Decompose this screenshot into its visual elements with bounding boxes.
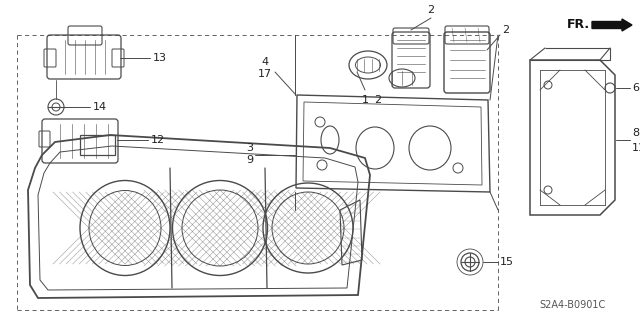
- Text: 8: 8: [632, 128, 639, 138]
- Text: 4: 4: [261, 57, 269, 67]
- Text: 2: 2: [374, 95, 381, 105]
- Text: 6: 6: [632, 83, 639, 93]
- Text: 11: 11: [632, 143, 640, 153]
- Text: S2A4-B0901C: S2A4-B0901C: [540, 300, 606, 310]
- Text: 2: 2: [428, 5, 435, 15]
- Text: 1: 1: [362, 95, 369, 105]
- Text: 3: 3: [246, 143, 253, 153]
- Text: 17: 17: [258, 69, 272, 79]
- Text: 12: 12: [151, 135, 165, 145]
- Text: FR.: FR.: [567, 19, 590, 32]
- Text: 14: 14: [93, 102, 107, 112]
- Text: 9: 9: [246, 155, 253, 165]
- Text: 2: 2: [502, 25, 509, 35]
- Text: 13: 13: [153, 53, 167, 63]
- FancyArrow shape: [592, 19, 632, 31]
- Text: 15: 15: [500, 257, 514, 267]
